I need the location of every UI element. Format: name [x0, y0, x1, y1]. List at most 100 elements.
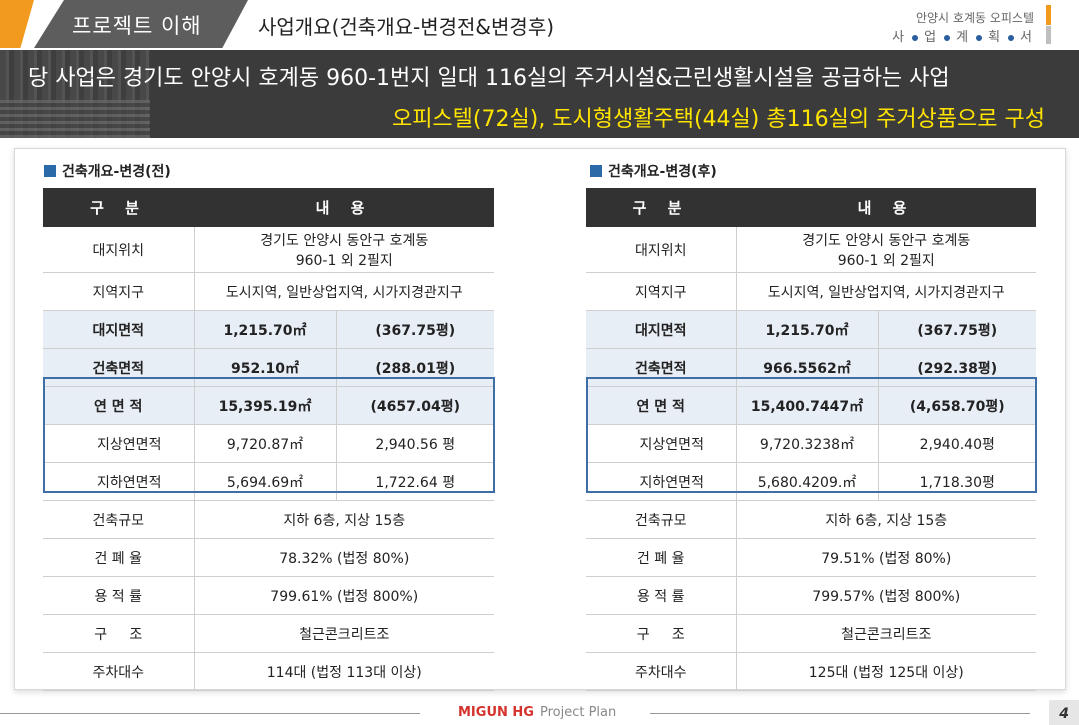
row-label: 지상연면적	[586, 424, 737, 463]
doc-char-5: 서	[1020, 30, 1034, 45]
brand-name: MIGUN HG	[458, 705, 534, 720]
parking-value: 114대 (법정 113대 이상)	[194, 652, 495, 691]
row-label: 용 적 률	[586, 576, 737, 615]
row-label: 연 면 적	[43, 386, 195, 425]
row-label: 대지면적	[43, 310, 195, 349]
building-area-pyeong: (288.01평)	[336, 348, 495, 387]
table-row: 건축면적 966.5562㎡ (292.38평)	[586, 348, 1037, 387]
table-row: 연 면 적 15,400.7447㎡ (4,658.70평)	[586, 386, 1037, 425]
banner-highlight: 오피스텔(72실), 도시형생활주택(44실) 총116실의 주거상품으로 구성	[391, 107, 1045, 132]
header-accent-orange	[0, 0, 34, 48]
doc-char-4: 획	[988, 30, 1003, 45]
table-row: 용 적 률 799.57% (법정 800%)	[586, 576, 1037, 615]
site-area-sqm: 1,215.70㎡	[194, 310, 337, 349]
site-location-line1: 경기도 안양시 동안구 호계동	[260, 232, 429, 249]
above-ground-sqm: 9,720.87㎡	[194, 424, 337, 463]
row-label: 지상연면적	[43, 424, 195, 463]
table-row: 지상연면적 9,720.87㎡ 2,940.56 평	[43, 424, 495, 463]
site-area-sqm: 1,215.70㎡	[736, 310, 879, 349]
page-number-tab	[1049, 700, 1079, 725]
below-ground-pyeong: 1,722.64 평	[336, 462, 495, 501]
above-ground-pyeong: 2,940.56 평	[336, 424, 495, 463]
site-location-value: 경기도 안양시 동안구 호계동 960-1 외 2필지	[194, 227, 495, 273]
site-location-line1: 경기도 안양시 동안구 호계동	[802, 232, 971, 249]
col-header-category: 구 분	[586, 188, 736, 227]
scale-value: 지하 6층, 지상 15층	[194, 500, 495, 539]
doc-char-3: 계	[956, 30, 971, 45]
coverage-value: 79.51% (법정 80%)	[736, 538, 1037, 577]
site-location-value: 경기도 안양시 동안구 호계동 960-1 외 2필지	[736, 227, 1037, 273]
row-label: 건 폐 율	[43, 538, 195, 577]
row-label: 연 면 적	[586, 386, 737, 425]
page-number: 4	[1059, 706, 1069, 722]
table-title-text: 건축개요-변경(후)	[608, 164, 717, 180]
dot-icon	[944, 34, 951, 41]
header-bar-orange	[1046, 5, 1051, 25]
page-header: 프로젝트 이해 사업개요(건축개요-변경전&변경후) 안양시 호계동 오피스텔 …	[0, 0, 1079, 48]
table-row: 건축면적 952.10㎡ (288.01평)	[43, 348, 495, 387]
table-row: 지상연면적 9,720.3238㎡ 2,940.40평	[586, 424, 1037, 463]
row-label: 건 폐 율	[586, 538, 737, 577]
page-title: 사업개요(건축개요-변경전&변경후)	[258, 15, 555, 39]
row-label: 지하연면적	[586, 462, 737, 501]
below-ground-sqm: 5,694.69㎡	[194, 462, 337, 501]
below-ground-pyeong: 1,718.30평	[878, 462, 1037, 501]
coverage-value: 78.32% (법정 80%)	[194, 538, 495, 577]
table-row: 구 조 철근콘크리트조	[586, 614, 1037, 653]
far-value: 799.57% (법정 800%)	[736, 576, 1037, 615]
banner-summary: 당 사업은 경기도 안양시 호계동 960-1번지 일대 116실의 주거시설&…	[28, 66, 950, 91]
table-row: 연 면 적 15,395.19㎡ (4657.04평)	[43, 386, 495, 425]
gross-area-sqm: 15,400.7447㎡	[736, 386, 879, 425]
banner-background-image-lower	[0, 100, 150, 138]
row-label: 구 조	[586, 614, 737, 653]
site-location-line2: 960-1 외 2필지	[837, 252, 935, 269]
table-row: 지역지구 도시지역, 일반상업지역, 시가지경관지구	[586, 272, 1037, 311]
zone-value: 도시지역, 일반상업지역, 시가지경관지구	[736, 272, 1037, 311]
row-label: 건축면적	[586, 348, 737, 387]
building-area-sqm: 952.10㎡	[194, 348, 337, 387]
table-row: 주차대수 114대 (법정 113대 이상)	[43, 652, 495, 691]
building-area-sqm: 966.5562㎡	[736, 348, 879, 387]
footer-brand: MIGUN HG Project Plan	[458, 705, 616, 720]
table-row: 지하연면적 5,694.69㎡ 1,722.64 평	[43, 462, 495, 501]
dot-icon	[1008, 34, 1015, 41]
table-before: 구 분 내 용 대지위치 경기도 안양시 동안구 호계동 960-1 외 2필지 …	[43, 188, 495, 691]
table-row: 구 조 철근콘크리트조	[43, 614, 495, 653]
above-ground-sqm: 9,720.3238㎡	[736, 424, 879, 463]
dot-icon	[976, 34, 983, 41]
row-label: 대지면적	[586, 310, 737, 349]
summary-banner: 당 사업은 경기도 안양시 호계동 960-1번지 일대 116실의 주거시설&…	[0, 50, 1079, 138]
dot-icon	[912, 34, 919, 41]
structure-value: 철근콘크리트조	[736, 614, 1037, 653]
table-row: 지하연면적 5,680.4209.㎡ 1,718.30평	[586, 462, 1037, 501]
col-header-content: 내 용	[194, 188, 495, 227]
doc-char-2: 업	[924, 30, 939, 45]
scale-value: 지하 6층, 지상 15층	[736, 500, 1037, 539]
table-title-after: 건축개요-변경(후)	[590, 161, 717, 181]
table-row: 주차대수 125대 (법정 125대 이상)	[586, 652, 1037, 691]
square-bullet-icon	[590, 165, 602, 177]
row-label: 구 조	[43, 614, 195, 653]
project-name: 안양시 호계동 오피스텔	[915, 11, 1034, 25]
row-label: 건축규모	[43, 500, 195, 539]
gross-area-pyeong: (4657.04평)	[336, 386, 495, 425]
table-row: 대지위치 경기도 안양시 동안구 호계동 960-1 외 2필지	[586, 227, 1037, 273]
col-header-category: 구 분	[43, 188, 194, 227]
table-title-text: 건축개요-변경(전)	[62, 164, 171, 180]
table-row: 건축규모 지하 6층, 지상 15층	[586, 500, 1037, 539]
header-bar-gray	[1046, 26, 1051, 44]
below-ground-sqm: 5,680.4209.㎡	[736, 462, 879, 501]
table-row: 지역지구 도시지역, 일반상업지역, 시가지경관지구	[43, 272, 495, 311]
row-label: 대지위치	[586, 227, 737, 273]
building-area-pyeong: (292.38평)	[878, 348, 1037, 387]
row-label: 주차대수	[586, 652, 737, 691]
row-label: 용 적 률	[43, 576, 195, 615]
zone-value: 도시지역, 일반상업지역, 시가지경관지구	[194, 272, 495, 311]
far-value: 799.61% (법정 800%)	[194, 576, 495, 615]
row-label: 지하연면적	[43, 462, 195, 501]
header-section-tab	[34, 0, 248, 48]
row-label: 주차대수	[43, 652, 195, 691]
table-header-row: 구 분 내 용	[43, 188, 495, 227]
doc-char-1: 사	[892, 30, 907, 45]
